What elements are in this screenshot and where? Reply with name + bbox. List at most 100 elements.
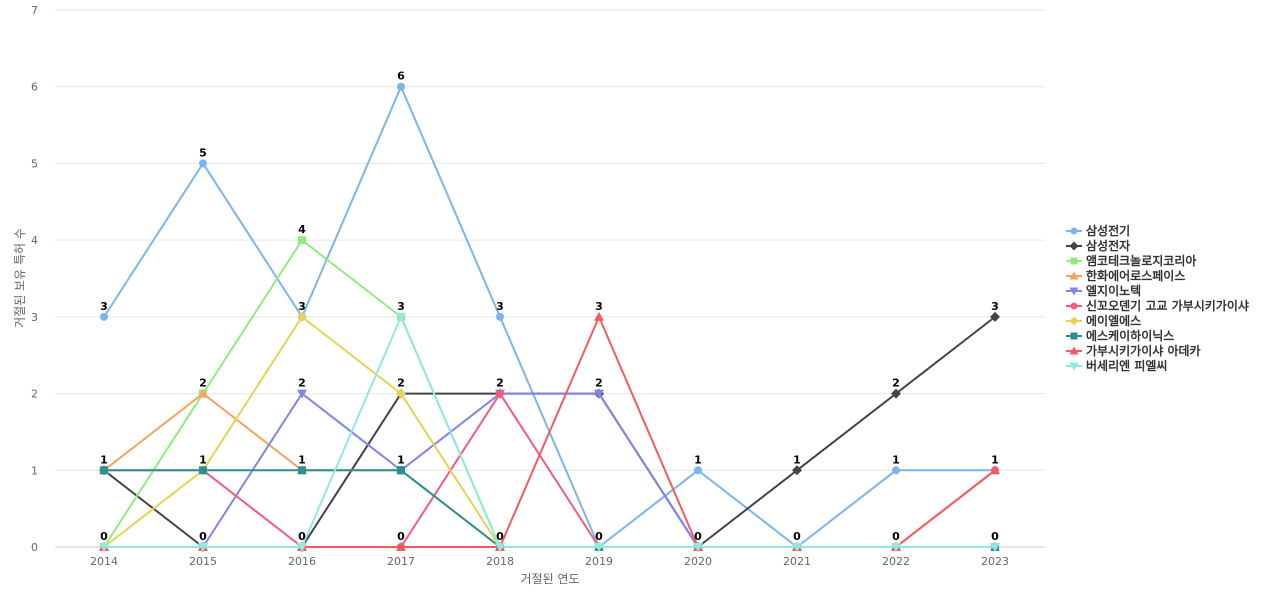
data-label: 2 — [595, 377, 603, 390]
legend-item[interactable]: 에이엘에스 — [1066, 313, 1141, 328]
y-tick-label: 3 — [31, 311, 38, 324]
data-point — [199, 159, 207, 168]
legend-label: 신꼬오덴기 고교 가부시키가이샤 — [1086, 298, 1249, 313]
data-label: 1 — [100, 453, 108, 466]
data-label: 3 — [991, 300, 999, 313]
data-point — [397, 82, 405, 91]
data-point — [396, 542, 406, 551]
data-point — [892, 466, 900, 475]
data-label: 1 — [991, 453, 999, 466]
data-point — [792, 465, 802, 476]
data-point — [990, 465, 1000, 475]
legend-item[interactable]: 삼성전자 — [1066, 238, 1130, 253]
data-point — [298, 466, 306, 475]
legend-marker — [1069, 346, 1079, 355]
data-point — [298, 236, 306, 245]
data-point — [297, 543, 307, 552]
data-label: 1 — [892, 453, 900, 466]
data-label-layer: 3 1 0 5 2 1 0 4 3 2 1 0 6 3 2 1 0 3 2 0 3 2 0 1 0 1 0 2 1 0 3 1 0 — [100, 70, 999, 543]
data-point — [99, 543, 109, 552]
data-point — [891, 543, 901, 552]
legend-marker — [1069, 241, 1079, 251]
data-point — [694, 466, 702, 475]
legend-item[interactable]: 앰코테크놀로지코리아 — [1066, 253, 1196, 268]
data-point — [100, 466, 108, 475]
data-point — [594, 311, 604, 321]
legend-label: 한화에어로스페이스 — [1086, 268, 1185, 283]
legend-label: 앰코테크놀로지코리아 — [1086, 253, 1196, 268]
legend-marker — [1069, 362, 1079, 371]
series-line — [103, 469, 996, 548]
data-point — [594, 543, 604, 552]
series-10 — [99, 312, 1000, 552]
data-point — [496, 312, 504, 321]
data-label: 2 — [496, 377, 504, 390]
data-point — [495, 543, 505, 552]
data-point — [397, 466, 405, 475]
data-label: 3 — [595, 300, 603, 313]
data-point — [297, 389, 307, 399]
legend-label: 삼성전기 — [1086, 223, 1130, 238]
legend-item[interactable]: 버세리엔 피엘씨 — [1066, 358, 1167, 373]
data-point — [693, 543, 703, 552]
y-tick-label: 4 — [31, 234, 38, 247]
legend-label: 삼성전자 — [1086, 238, 1130, 253]
legend-label: 에스케이하이닉스 — [1086, 328, 1174, 343]
data-label: 0 — [298, 530, 306, 543]
data-point — [496, 389, 504, 398]
y-tick-label: 2 — [31, 388, 38, 401]
legend-item[interactable]: 에스케이하이닉스 — [1066, 328, 1174, 343]
data-label: 0 — [694, 530, 702, 543]
x-tick-label: 2016 — [288, 555, 316, 568]
x-tick-label: 2020 — [684, 555, 712, 568]
series-layer — [99, 82, 1000, 552]
series-line — [103, 315, 996, 548]
y-tick-label: 0 — [31, 541, 38, 554]
legend-label: 가부시키가이샤 아데카 — [1086, 343, 1201, 358]
legend-item[interactable]: 엘지이노텍 — [1066, 283, 1141, 298]
data-label: 0 — [991, 530, 999, 543]
legend-item[interactable]: 가부시키가이샤 아데카 — [1066, 343, 1201, 358]
x-tick-label: 2019 — [585, 555, 613, 568]
x-tick-label: 2017 — [387, 555, 415, 568]
data-label: 1 — [397, 453, 405, 466]
data-label: 3 — [100, 300, 108, 313]
legend-item[interactable]: 한화에어로스페이스 — [1066, 268, 1185, 283]
data-point — [396, 388, 406, 399]
x-tick-label: 2015 — [189, 555, 217, 568]
data-point — [198, 388, 208, 398]
data-label: 3 — [496, 300, 504, 313]
y-axis-title: 거절된 보유 특허 수 — [13, 228, 27, 328]
data-label: 2 — [298, 377, 306, 390]
y-tick-label: 5 — [31, 157, 38, 170]
y-tick-label: 7 — [31, 4, 38, 17]
legend-marker — [1069, 271, 1079, 280]
data-point — [297, 311, 307, 322]
data-label: 1 — [298, 453, 306, 466]
data-label: 0 — [892, 530, 900, 543]
x-tick-label: 2023 — [981, 555, 1009, 568]
legend-item[interactable]: 삼성전기 — [1066, 223, 1130, 238]
x-tick-label: 2014 — [90, 555, 118, 568]
data-point — [396, 312, 406, 322]
data-label: 0 — [793, 530, 801, 543]
data-point — [792, 543, 802, 552]
series-8 — [100, 466, 999, 551]
data-label: 0 — [595, 530, 603, 543]
data-label: 0 — [397, 530, 405, 543]
legend-item[interactable]: 신꼬오덴기 고교 가부시키가이샤 — [1066, 298, 1249, 313]
x-axis-title: 거절된 연도 — [520, 572, 579, 586]
legend-label: 에이엘에스 — [1086, 313, 1141, 328]
legend-marker — [1070, 332, 1078, 340]
y-tick-label: 1 — [31, 464, 38, 477]
legend-marker — [1069, 316, 1079, 326]
legend-label: 버세리엔 피엘씨 — [1086, 358, 1167, 373]
data-point — [594, 389, 604, 399]
legend-marker — [1070, 257, 1078, 265]
legend-marker — [1069, 287, 1079, 296]
data-point — [990, 311, 1000, 322]
